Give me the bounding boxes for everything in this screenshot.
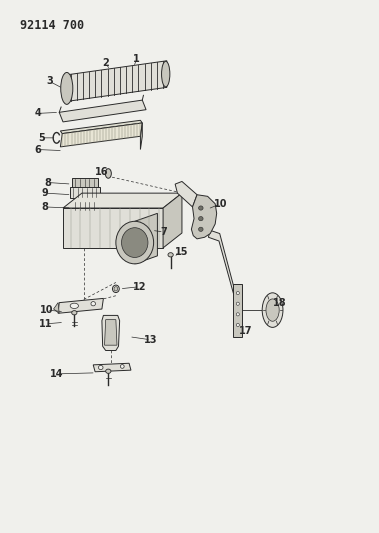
Polygon shape — [102, 316, 120, 351]
FancyBboxPatch shape — [70, 187, 100, 198]
Ellipse shape — [106, 369, 111, 373]
Polygon shape — [140, 123, 142, 150]
Text: 8: 8 — [44, 177, 51, 188]
Polygon shape — [105, 320, 117, 345]
Ellipse shape — [262, 293, 283, 327]
Polygon shape — [63, 208, 163, 248]
Text: 16: 16 — [95, 167, 109, 177]
Text: 9: 9 — [42, 188, 49, 198]
Ellipse shape — [122, 228, 148, 257]
Text: 7: 7 — [160, 227, 167, 237]
Ellipse shape — [116, 221, 153, 264]
Polygon shape — [53, 303, 59, 313]
Ellipse shape — [70, 303, 78, 309]
Text: 14: 14 — [50, 369, 63, 379]
Ellipse shape — [113, 285, 119, 293]
Ellipse shape — [236, 324, 240, 327]
Ellipse shape — [99, 366, 103, 369]
Ellipse shape — [236, 302, 240, 305]
Ellipse shape — [105, 168, 111, 178]
Polygon shape — [58, 298, 103, 313]
Ellipse shape — [168, 253, 173, 257]
Polygon shape — [59, 100, 146, 122]
Ellipse shape — [114, 287, 118, 291]
FancyBboxPatch shape — [233, 284, 242, 337]
Polygon shape — [208, 230, 234, 296]
Text: 12: 12 — [133, 282, 146, 292]
Text: 13: 13 — [144, 335, 158, 345]
Text: 6: 6 — [34, 144, 41, 155]
Polygon shape — [65, 61, 167, 102]
Ellipse shape — [72, 311, 77, 315]
Ellipse shape — [61, 72, 73, 104]
Polygon shape — [93, 364, 131, 372]
FancyBboxPatch shape — [72, 177, 98, 188]
FancyBboxPatch shape — [72, 200, 98, 211]
Ellipse shape — [236, 313, 240, 316]
Ellipse shape — [199, 216, 203, 221]
Polygon shape — [163, 193, 182, 248]
Text: 18: 18 — [273, 297, 286, 308]
Ellipse shape — [121, 365, 124, 368]
Text: 17: 17 — [239, 326, 252, 336]
Ellipse shape — [236, 292, 240, 295]
Ellipse shape — [161, 61, 170, 87]
Text: 92114 700: 92114 700 — [20, 19, 84, 33]
Polygon shape — [63, 193, 182, 208]
Text: 4: 4 — [34, 108, 41, 118]
Ellipse shape — [91, 302, 96, 306]
Polygon shape — [175, 181, 197, 207]
Text: 10: 10 — [40, 305, 53, 315]
Text: 1: 1 — [133, 54, 140, 64]
Text: 10: 10 — [214, 199, 227, 209]
Text: 8: 8 — [42, 202, 49, 212]
Text: 5: 5 — [38, 133, 45, 143]
Text: 15: 15 — [174, 247, 188, 256]
Polygon shape — [60, 120, 142, 134]
Polygon shape — [60, 123, 142, 147]
Text: 2: 2 — [102, 59, 109, 68]
Ellipse shape — [199, 206, 203, 210]
Polygon shape — [191, 195, 217, 239]
Text: 3: 3 — [46, 77, 53, 86]
Ellipse shape — [199, 227, 203, 231]
Ellipse shape — [266, 299, 279, 321]
Polygon shape — [135, 213, 157, 264]
Text: 11: 11 — [39, 319, 52, 329]
